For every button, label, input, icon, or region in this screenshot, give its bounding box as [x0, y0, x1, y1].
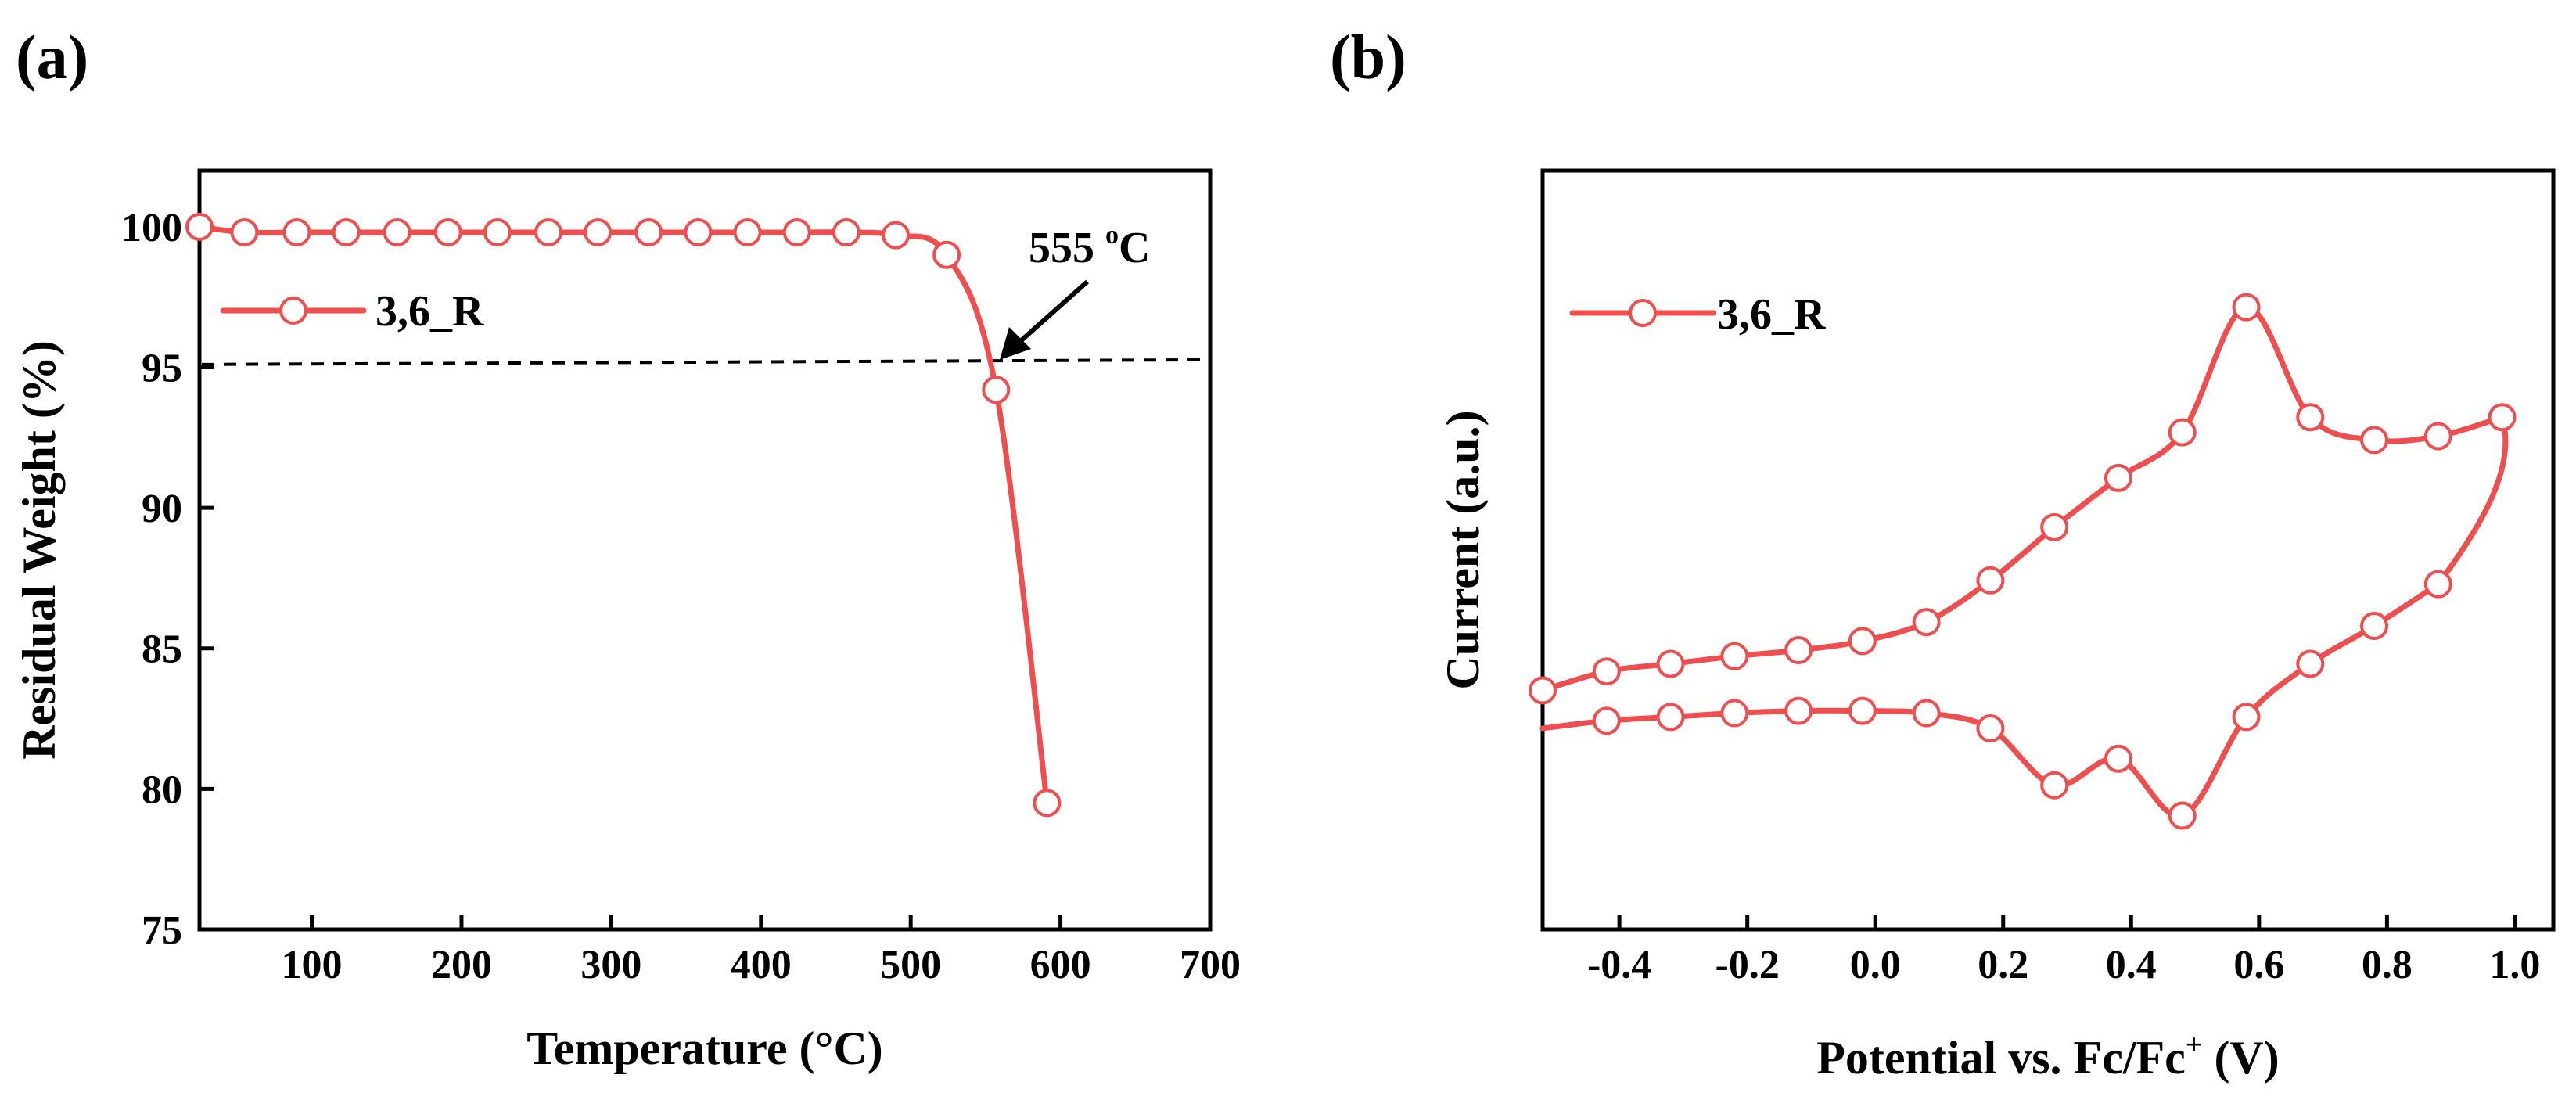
panel-b-legend-marker [1629, 299, 1657, 327]
panel-a-data-point [383, 218, 411, 247]
panel-a-annotation: 555 oC [1000, 221, 1150, 360]
panel-b-x-tick-label: -0.2 [1716, 943, 1780, 987]
panel-b-x-axis-title: Potential vs. Fc/Fc+ (V) [1816, 1029, 2280, 1084]
panel-a-x-axis-title: Temperature (°C) [526, 1023, 883, 1074]
panel-a-x-tick-label: 500 [880, 943, 941, 987]
panel-a-data-point [230, 218, 259, 247]
panel-a-annotation-arrow [1015, 279, 1089, 347]
panel-b-data-point-upper [1976, 566, 2005, 595]
panel-a-reference-line [201, 358, 1209, 366]
panel-b-data-point-upper [1848, 627, 1877, 656]
panel-b-x-tick-label: -0.4 [1587, 943, 1651, 987]
panel-b-tick-labels: -0.4 -0.2 0.0 0.2 0.4 0.6 0.8 1.0 [1587, 943, 2540, 987]
panel-b-series-line-turnaround [2435, 414, 2509, 588]
panel-b-markers [1529, 293, 2517, 830]
panel-b-data-point-upper [2296, 403, 2325, 432]
panel-b-legend: 3,6_R [1569, 290, 1826, 339]
panel-a-markers [185, 212, 1062, 818]
panel-a-data-point [534, 218, 562, 247]
panel-b-x-tick-label: 1.0 [2489, 943, 2540, 987]
panel-b-x-tick-label: 0.0 [1850, 943, 1901, 987]
panel-b-x-tick-label: 0.8 [2362, 943, 2413, 987]
panel-b-y-axis-title: Current (a.u.) [1437, 410, 1489, 689]
panel-a-annotation-arrowhead [1000, 327, 1031, 360]
panel-b: (b) -0.4 -0.2 0.0 0.2 0.4 0.6 0.8 1.0 3,6_R Pot… [1330, 23, 2556, 1084]
panel-b-data-point-lower [2296, 649, 2325, 678]
panel-a-data-point [584, 218, 613, 247]
panel-b-data-point-upper [1592, 657, 1621, 686]
panel-a-y-tick-label: 75 [142, 908, 182, 953]
panel-a-data-point [832, 218, 860, 247]
panel-a-data-point [932, 240, 961, 269]
panel-b-data-point-upper [1656, 649, 1685, 678]
panel-a-x-tick-label: 200 [431, 943, 492, 987]
panel-b-ticks [1617, 915, 2517, 929]
panel-a-data-point [684, 218, 713, 247]
panel-b-data-point-lower [1656, 703, 1685, 732]
panel-a-data-point [433, 218, 462, 247]
panel-b-data-point-lower [1848, 696, 1877, 725]
panel-a-legend: 3,6_R [220, 287, 484, 336]
panel-b-legend-label: 3,6_R [1717, 290, 1826, 339]
panel-b-data-point-upper [2423, 422, 2452, 451]
panel-b-data-point-lower [1784, 696, 1813, 725]
panel-a-annotation-text: 555 oC [1029, 221, 1150, 272]
panel-b-series-line-lower [1539, 581, 2441, 819]
panel-a-data-point [733, 218, 762, 247]
panel-a-x-tick-label: 600 [1030, 943, 1091, 987]
panel-b-data-point-upper [1912, 608, 1941, 637]
panel-a-data-point [1033, 789, 1062, 818]
panel-b-data-point-lower [2360, 612, 2389, 640]
panel-b-plot-frame [1540, 168, 2556, 932]
panel-b-data-point-lower [1912, 699, 1941, 728]
panel-b-data-point-upper [2104, 463, 2132, 492]
panel-a-plot-frame [197, 168, 1213, 932]
panel-a-data-point [332, 218, 361, 247]
panel-a-tick-labels: 100 200 300 400 500 600 700 75 80 85 90 95 100 [121, 206, 1241, 987]
panel-b-data-point-upper [2488, 403, 2517, 432]
panel-a-legend-marker [279, 297, 307, 325]
panel-a-data-point [782, 218, 811, 247]
panel-b-data-point-lower [2423, 570, 2452, 599]
panel-a-x-tick-label: 400 [731, 943, 792, 987]
panel-b-data-point-upper [1784, 636, 1813, 665]
panel-b-x-tick-label: 0.6 [2233, 943, 2284, 987]
panel-a-data-point [483, 218, 512, 247]
panel-a-label: (a) [16, 23, 88, 92]
panel-b-data-point-upper [2360, 426, 2389, 455]
panel-b-data-point-upper [2232, 293, 2261, 322]
panel-a-y-axis-title: Residual Weight (%) [13, 340, 65, 760]
panel-b-data-point-lower [2168, 801, 2197, 830]
panel-a-y-tick-label: 85 [142, 627, 182, 672]
panel-b-data-point-lower [1976, 714, 2005, 742]
panel-b-data-point-lower [2040, 771, 2069, 800]
panel-a-legend-label: 3,6_R [375, 287, 484, 336]
panel-b-data-point-upper [2040, 512, 2069, 541]
panel-a-x-tick-label: 100 [282, 943, 343, 987]
panel-b-x-tick-label: 0.4 [2106, 943, 2157, 987]
panel-a-y-tick-label: 100 [121, 206, 182, 250]
panel-b-data-point-upper [1720, 642, 1749, 670]
panel-a-ticks [199, 225, 1213, 932]
panel-b-x-tick-label: 0.2 [1978, 943, 2028, 987]
panel-b-data-point-upper [2168, 418, 2197, 447]
panel-a: (a) 100 200 300 400 500 600 700 75 80 85 90 95 100 3… [13, 23, 1241, 1074]
panel-a-y-tick-label: 80 [142, 767, 182, 812]
panel-a-x-tick-label: 700 [1180, 943, 1241, 987]
panel-b-data-point-lower [1592, 706, 1621, 735]
panel-a-data-point [634, 218, 663, 247]
panel-a-data-point [882, 221, 911, 250]
panel-a-x-tick-label: 300 [580, 943, 641, 987]
panel-a-data-point [982, 376, 1011, 404]
panel-a-data-point [185, 212, 214, 241]
panel-b-data-point-lower [2104, 744, 2132, 773]
panel-b-data-point-upper [1529, 676, 1557, 705]
panel-b-label: (b) [1330, 23, 1407, 92]
panel-a-y-tick-label: 95 [142, 346, 182, 390]
panel-b-data-point-lower [2232, 703, 2261, 732]
panel-a-y-tick-label: 90 [142, 487, 182, 531]
panel-a-data-point [282, 218, 311, 247]
panel-b-data-point-lower [1720, 699, 1749, 728]
